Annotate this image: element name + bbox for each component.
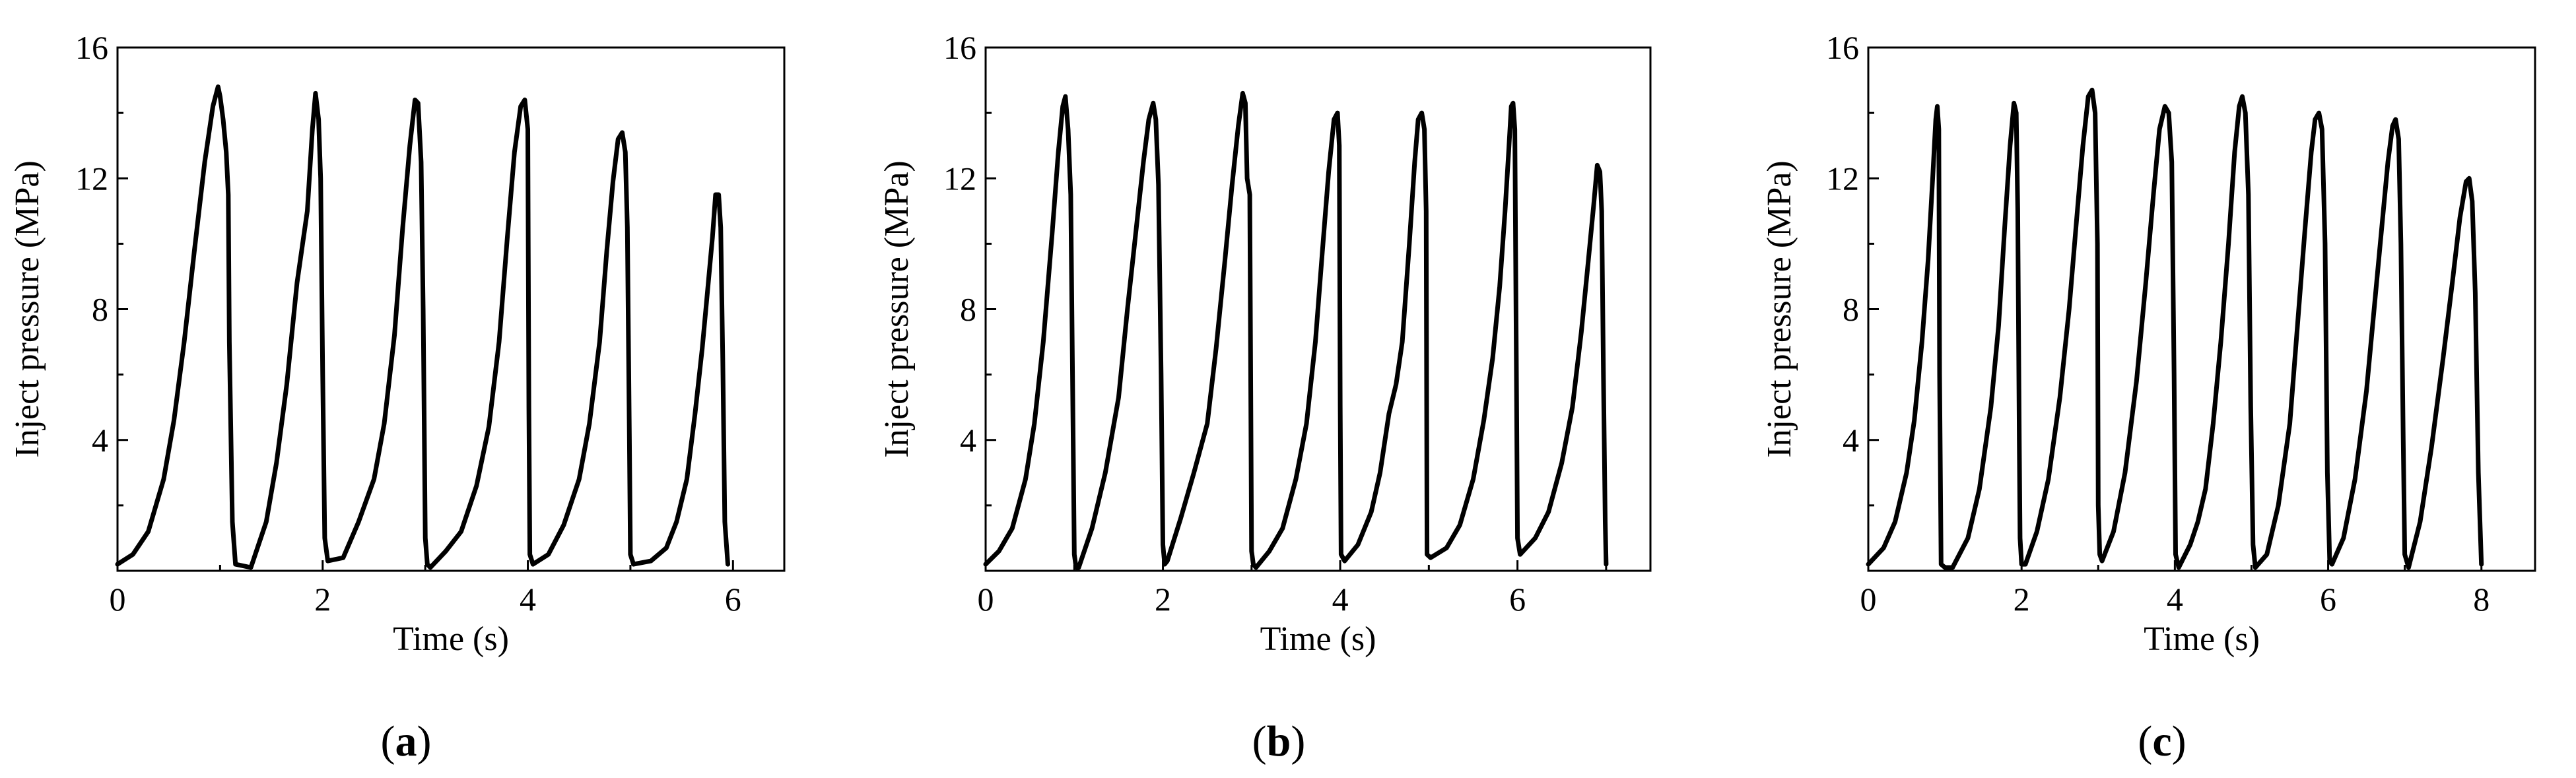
x-tick-label: 0 [978, 581, 994, 618]
panel-label-close: ) [1291, 717, 1305, 765]
y-tick-label: 12 [943, 160, 976, 197]
chart-panel-a: 0 2 4 6 4 8 12 16 Time (s) Inject pressure (MPa) (… [9, 29, 786, 765]
x-tick-label: 2 [1155, 581, 1171, 618]
y-axis-label: Inject pressure (MPa) [1761, 160, 1798, 458]
y-tick-label: 8 [960, 291, 976, 328]
y-tick-label: 4 [1843, 422, 1859, 459]
series-line-pressure [983, 90, 1609, 570]
x-tick-label: 2 [314, 581, 331, 618]
plot-frame [1867, 46, 2536, 572]
series-line-pressure [115, 84, 730, 570]
panel-label: (b) [1252, 717, 1306, 765]
panel-label-open: ( [2138, 717, 2152, 765]
y-tick-label: 4 [960, 422, 976, 459]
x-tick-label: 0 [110, 581, 126, 618]
chart-panel-c: 0 2 4 6 8 4 8 12 16 Time (s) Inject pressure (MPa)… [1761, 29, 2536, 765]
x-tick-label: 6 [1509, 581, 1526, 618]
y-tick-label: 16 [943, 29, 976, 66]
y-axis-label: Inject pressure (MPa) [9, 160, 46, 458]
y-tick-label: 12 [75, 160, 108, 197]
y-tick-label: 8 [92, 291, 108, 328]
panel-label-letter: a [395, 717, 417, 765]
x-tick-label: 2 [2014, 581, 2030, 618]
y-axis-label: Inject pressure (MPa) [878, 160, 916, 458]
panel-label-letter: b [1267, 717, 1291, 765]
panel-label-letter: c [2152, 717, 2171, 765]
x-tick-label: 8 [2473, 581, 2490, 618]
x-tick-label: 4 [1332, 581, 1349, 618]
chart-panel-b: 0 2 4 6 4 8 12 16 Time (s) Inject pressure (MPa) (… [878, 29, 1652, 765]
y-tick-label: 16 [75, 29, 108, 66]
x-axis-label: Time (s) [393, 620, 509, 658]
y-tick-label: 16 [1826, 29, 1859, 66]
panel-label-close: ) [2172, 717, 2186, 765]
x-axis-label: Time (s) [2144, 620, 2260, 658]
panel-label-open: ( [381, 717, 395, 765]
y-tick-label: 12 [1826, 160, 1859, 197]
x-tick-label: 6 [725, 581, 741, 618]
panel-label: (c) [2138, 717, 2186, 765]
panel-label: (a) [381, 717, 432, 765]
x-tick-label: 4 [2167, 581, 2183, 618]
x-tick-label: 0 [1860, 581, 1877, 618]
x-axis-label: Time (s) [1260, 620, 1376, 658]
x-tick-label: 6 [2320, 581, 2336, 618]
y-tick-label: 8 [1843, 291, 1859, 328]
series-line-pressure [1866, 87, 2484, 570]
panel-label-close: ) [417, 717, 432, 765]
chart-panels: 0 2 4 6 4 8 12 16 Time (s) Inject pressure (MPa) (… [9, 29, 2536, 765]
panel-label-open: ( [1252, 717, 1267, 765]
y-tick-label: 4 [92, 422, 108, 459]
x-tick-label: 4 [520, 581, 536, 618]
